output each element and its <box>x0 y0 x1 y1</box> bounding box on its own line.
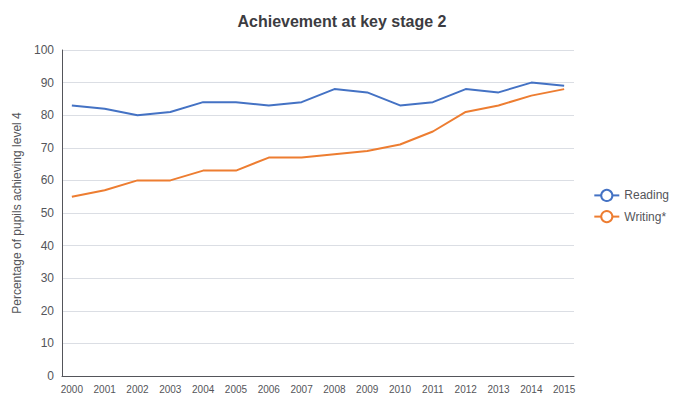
svg-text:Writing*: Writing* <box>624 210 666 224</box>
svg-text:2005: 2005 <box>225 384 248 395</box>
svg-text:2012: 2012 <box>455 384 478 395</box>
svg-text:20: 20 <box>41 304 55 318</box>
svg-text:100: 100 <box>34 43 54 57</box>
svg-text:Achievement at key stage 2: Achievement at key stage 2 <box>238 13 447 30</box>
svg-text:2014: 2014 <box>520 384 543 395</box>
svg-text:70: 70 <box>41 141 55 155</box>
svg-text:2003: 2003 <box>159 384 182 395</box>
svg-text:2013: 2013 <box>487 384 510 395</box>
svg-text:60: 60 <box>41 173 55 187</box>
svg-text:80: 80 <box>41 108 55 122</box>
svg-text:2001: 2001 <box>94 384 117 395</box>
svg-text:2002: 2002 <box>126 384 149 395</box>
svg-text:Reading: Reading <box>624 188 669 202</box>
svg-text:30: 30 <box>41 271 55 285</box>
svg-text:2000: 2000 <box>61 384 84 395</box>
svg-text:2006: 2006 <box>258 384 281 395</box>
svg-text:Percentage of pupils achieving: Percentage of pupils achieving level 4 <box>10 112 24 314</box>
svg-text:2010: 2010 <box>389 384 412 395</box>
svg-text:10: 10 <box>41 336 55 350</box>
svg-text:40: 40 <box>41 239 55 253</box>
svg-text:2004: 2004 <box>192 384 215 395</box>
svg-text:2007: 2007 <box>290 384 313 395</box>
svg-text:50: 50 <box>41 206 55 220</box>
svg-text:2009: 2009 <box>356 384 379 395</box>
svg-text:2011: 2011 <box>422 384 444 395</box>
svg-text:2008: 2008 <box>323 384 346 395</box>
svg-text:90: 90 <box>41 76 55 90</box>
svg-text:2015: 2015 <box>553 384 576 395</box>
svg-text:0: 0 <box>47 369 54 383</box>
